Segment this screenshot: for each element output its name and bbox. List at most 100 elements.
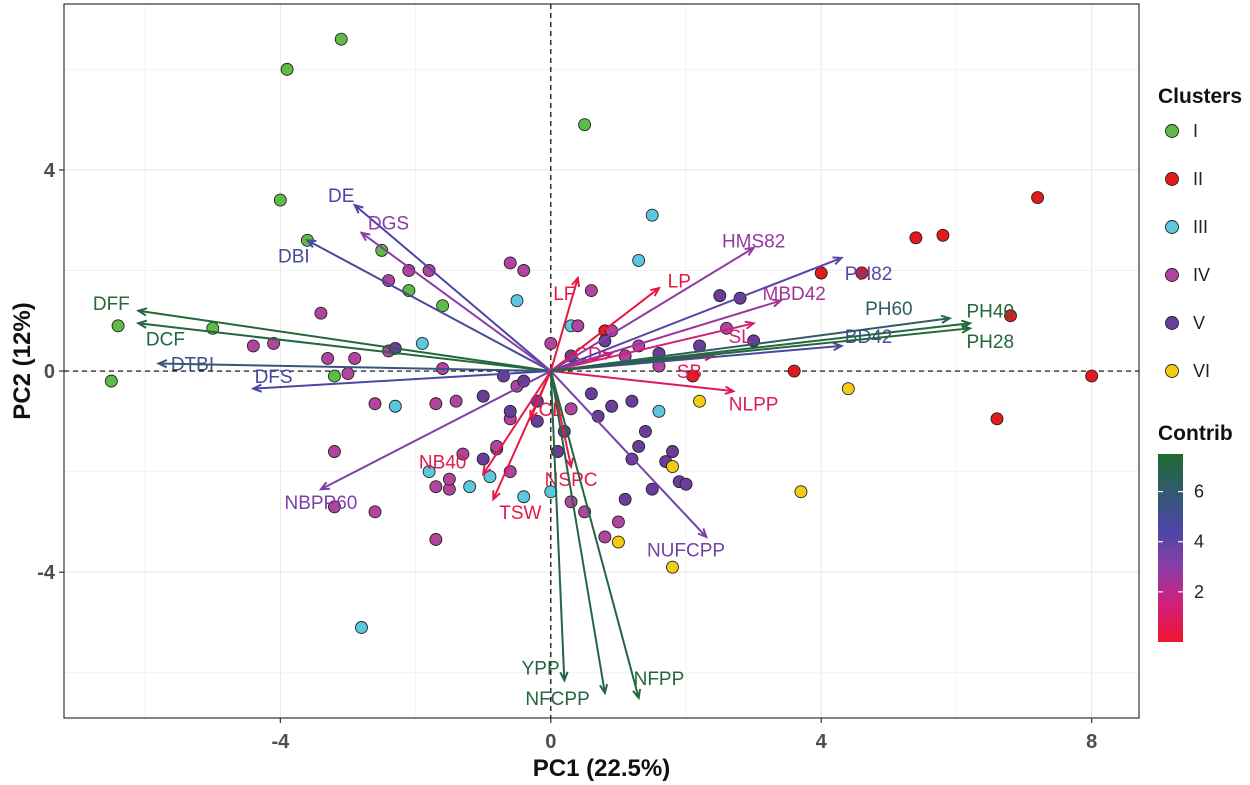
cluster-VI-point	[666, 460, 679, 474]
vector-label: PH82	[845, 264, 893, 285]
contrib-tick-label: 6	[1194, 482, 1204, 502]
cluster-IV-point	[321, 352, 335, 365]
cluster-I-point	[104, 374, 118, 388]
cluster-V-point	[645, 482, 659, 496]
cluster-IV-point	[544, 336, 558, 350]
vector-nufcpp	[550, 370, 708, 538]
legend-cluster-key	[1165, 316, 1179, 330]
cluster-III-point	[652, 404, 666, 418]
vector-label: SL	[728, 327, 751, 348]
vector-label: DFS	[255, 367, 293, 388]
contrib-tick-label: 2	[1194, 582, 1204, 602]
vector-label: DE	[328, 186, 354, 207]
legend-contrib-ticks: 2 4 6	[1158, 482, 1204, 602]
vector-ph28	[550, 327, 971, 373]
cluster-IV-point	[564, 402, 578, 416]
cluster-VI-point	[794, 485, 808, 499]
cluster-V-point	[503, 404, 517, 418]
vector-arrowhead	[481, 465, 492, 477]
vector-mbd42	[550, 299, 781, 373]
cluster-IV-point	[584, 284, 598, 298]
cluster-V-point	[476, 452, 490, 466]
vector-label: NBPP60	[284, 493, 357, 514]
vector-label: BD42	[845, 327, 893, 348]
vector-arrowhead	[559, 671, 569, 683]
vector-nb40	[482, 370, 552, 475]
cluster-III-point	[517, 490, 531, 504]
vector-arrowhead	[771, 298, 784, 308]
legend-contrib-colorbar	[1158, 454, 1183, 642]
legend-cluster-label: III	[1193, 217, 1208, 237]
legend-clusters-title: Clusters	[1158, 85, 1242, 108]
cluster-II-point	[1004, 309, 1017, 323]
vector-arrowhead	[359, 231, 371, 242]
cluster-V-point	[625, 394, 639, 408]
x-tick-label: 4	[816, 731, 828, 753]
vector-label: NB40	[419, 453, 467, 474]
cluster-III-point	[415, 336, 429, 350]
vector-sl	[550, 322, 754, 373]
cluster-IV-point	[267, 336, 281, 350]
cluster-V-point	[679, 477, 693, 491]
cluster-IV-point	[422, 264, 436, 277]
vector-label: NFCPP	[525, 689, 589, 710]
cluster-V-point	[497, 369, 510, 383]
vector-ph60	[550, 317, 950, 373]
cluster-III-point	[645, 208, 659, 222]
vector-ypp	[549, 371, 566, 681]
loading-vectors: DFFDCFDTBIDFSDBIDEDGSNBPP60NB40TSWNSPCCL…	[93, 186, 1014, 710]
cluster-II-point	[909, 231, 923, 245]
vector-dtbi	[158, 362, 551, 373]
cluster-I-point	[578, 118, 592, 132]
cluster-I-point	[273, 193, 287, 207]
vector-label: NLPP	[729, 395, 779, 416]
legend-cluster-key	[1165, 172, 1179, 186]
vector-arrowhead	[318, 481, 330, 491]
cluster-V-point	[638, 424, 652, 438]
cluster-V-point	[476, 389, 490, 403]
cluster-IV-point	[517, 264, 531, 277]
contrib-tick-label: 4	[1194, 532, 1204, 552]
vector-arrowhead	[135, 307, 148, 317]
cluster-VI-point	[841, 382, 855, 396]
vector-dcf	[138, 322, 551, 373]
vector-label: DCF	[146, 329, 185, 350]
grid-lines	[64, 4, 1139, 718]
cluster-VI-point	[611, 535, 625, 549]
cluster-IV-point	[429, 397, 443, 411]
legend-cluster-key	[1165, 124, 1179, 138]
vector-arrowhead	[744, 246, 756, 256]
cluster-II-point	[855, 266, 869, 280]
cluster-IV-point	[611, 515, 625, 529]
legend-cluster-label: IV	[1193, 265, 1210, 285]
vector-label: PH60	[865, 299, 913, 320]
cluster-V-point	[632, 440, 646, 453]
y-tick-label: -4	[37, 562, 56, 584]
vector-arrowhead	[564, 457, 574, 469]
x-tick-label: 0	[545, 731, 556, 753]
vector-nlpp	[550, 370, 734, 393]
vector-arrowhead	[697, 528, 708, 539]
cluster-V-point	[666, 445, 679, 458]
vector-label: MBD42	[763, 284, 826, 305]
cluster-II-point	[1031, 191, 1045, 205]
y-tick-label: 0	[44, 361, 55, 383]
cluster-II-point	[990, 412, 1004, 426]
cluster-IV-point	[571, 319, 585, 333]
vector-lp	[550, 287, 660, 372]
vector-label: SB	[677, 362, 702, 383]
cluster-III-point	[355, 621, 368, 634]
cluster-IV-point	[368, 397, 382, 411]
cluster-V-point	[530, 414, 544, 428]
vector-arrowhead	[352, 203, 364, 214]
vector-arrowhead	[492, 490, 501, 502]
vector-arrowhead	[632, 688, 642, 701]
vector-arrowhead	[135, 319, 148, 329]
cluster-IV-point	[442, 472, 456, 486]
reference-lines	[64, 4, 1139, 718]
vector-arrowhead	[305, 239, 317, 249]
legend-cluster-key	[1165, 364, 1179, 378]
vector-label: DTBI	[171, 355, 214, 376]
vector-arrowhead	[724, 385, 736, 395]
